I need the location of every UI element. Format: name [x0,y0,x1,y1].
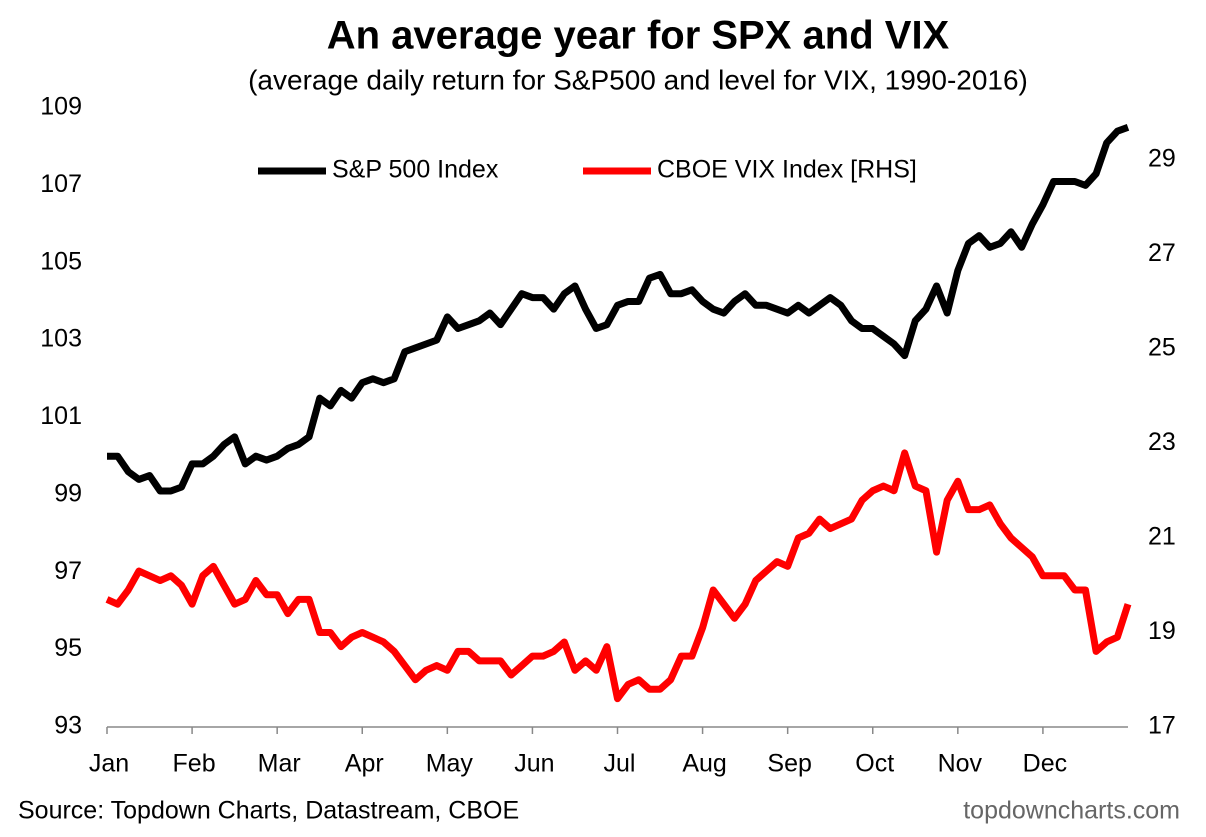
x-tick-label: Oct [855,750,894,778]
y2-tick-label: 21 [1148,523,1176,551]
x-tick-label: Feb [173,750,216,778]
series-line [107,124,1130,495]
y-tick-label: 97 [54,557,82,585]
chart-subtitle: (average daily return for S&P500 and lev… [248,64,1028,95]
y2-tick-label: 17 [1148,712,1176,740]
x-tick-label: Jun [514,750,554,778]
x-tick-label: May [426,750,474,778]
x-tick-label: Mar [258,750,301,778]
chart-title: An average year for SPX and VIX [327,14,950,58]
x-tick-label: Nov [938,750,983,778]
x-tick-label: Sep [767,750,811,778]
x-tick-label: Aug [682,750,726,778]
watermark: topdowncharts.com [963,797,1180,825]
y2-tick-label: 27 [1148,239,1176,267]
y-tick-label: 107 [40,170,82,198]
series-line [105,449,1132,703]
y2-tick-label: 29 [1148,145,1176,173]
y-tick-label: 103 [40,325,82,353]
x-tick-label: Dec [1023,750,1067,778]
legend-label: S&P 500 Index [332,156,499,184]
y2-tick-label: 23 [1148,428,1176,456]
legend-label: CBOE VIX Index [RHS] [657,156,917,184]
y2-tick-label: 25 [1148,334,1176,362]
y-tick-label: 99 [54,479,82,507]
y-tick-label: 109 [40,93,82,121]
y-tick-label: 101 [40,402,82,430]
y-tick-label: 93 [54,712,82,740]
x-tick-label: Apr [345,750,384,778]
y-tick-label: 95 [54,634,82,662]
y2-tick-label: 19 [1148,617,1176,645]
y-tick-label: 105 [40,247,82,275]
source: Source: Topdown Charts, Datastream, CBOE [18,797,519,825]
x-tick-label: Jan [89,750,129,778]
x-tick-label: Jul [604,750,636,778]
